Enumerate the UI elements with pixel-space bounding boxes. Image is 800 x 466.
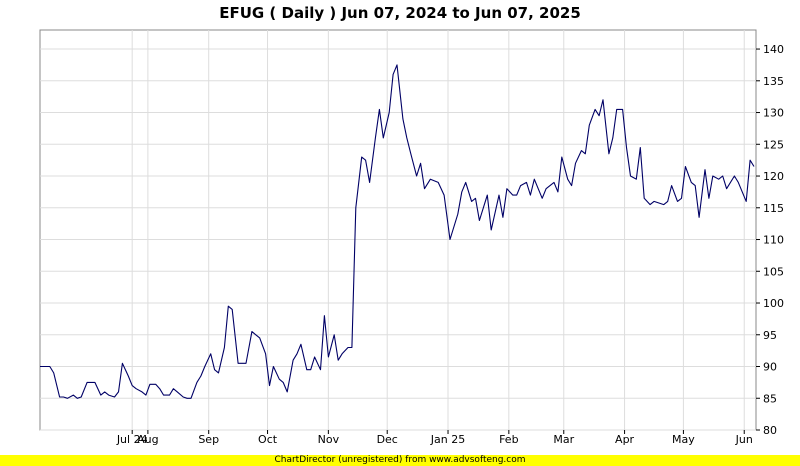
y-tick-label: 120: [763, 170, 784, 183]
series-layer: [40, 64, 755, 399]
x-tick-label: Apr: [615, 433, 635, 446]
price-series-line: [40, 64, 755, 399]
y-tick-label: 90: [763, 361, 777, 374]
x-tick-label: Oct: [258, 433, 278, 446]
tick-layer: 80 85 90 95 100 105 110 115 120 125 130 135 140 Jul 2…: [116, 43, 784, 446]
x-tick-label: Aug: [137, 433, 158, 446]
y-tick-label: 95: [763, 329, 777, 342]
y-tick-label: 140: [763, 43, 784, 56]
x-tick-label: Feb: [499, 433, 518, 446]
line-chart: EFUG ( Daily ) Jun 07, 2024 to Jun 07, 2…: [39, 4, 784, 446]
y-tick-label: 85: [763, 392, 777, 405]
x-tick-label: Jun: [735, 433, 753, 446]
x-tick-label: Jan 25: [430, 433, 465, 446]
grid-layer: [40, 30, 756, 431]
footer-credit: ChartDirector (unregistered) from www.ad…: [0, 455, 800, 466]
y-tick-label: 80: [763, 424, 777, 437]
x-tick-label: Mar: [553, 433, 574, 446]
y-tick-label: 130: [763, 107, 784, 120]
x-tick-label: Dec: [377, 433, 398, 446]
x-tick-label: Jul 24: [116, 433, 148, 446]
y-tick-label: 115: [763, 202, 784, 215]
y-tick-label: 110: [763, 234, 784, 247]
x-tick-label: May: [672, 433, 695, 446]
y-tick-label: 125: [763, 138, 784, 151]
y-tick-label: 135: [763, 75, 784, 88]
x-tick-label: Nov: [318, 433, 340, 446]
x-tick-label: Sep: [198, 433, 219, 446]
plot-area: [39, 29, 757, 431]
y-tick-label: 100: [763, 297, 784, 310]
chart-title: EFUG ( Daily ) Jun 07, 2024 to Jun 07, 2…: [219, 4, 581, 22]
y-tick-label: 105: [763, 265, 784, 278]
